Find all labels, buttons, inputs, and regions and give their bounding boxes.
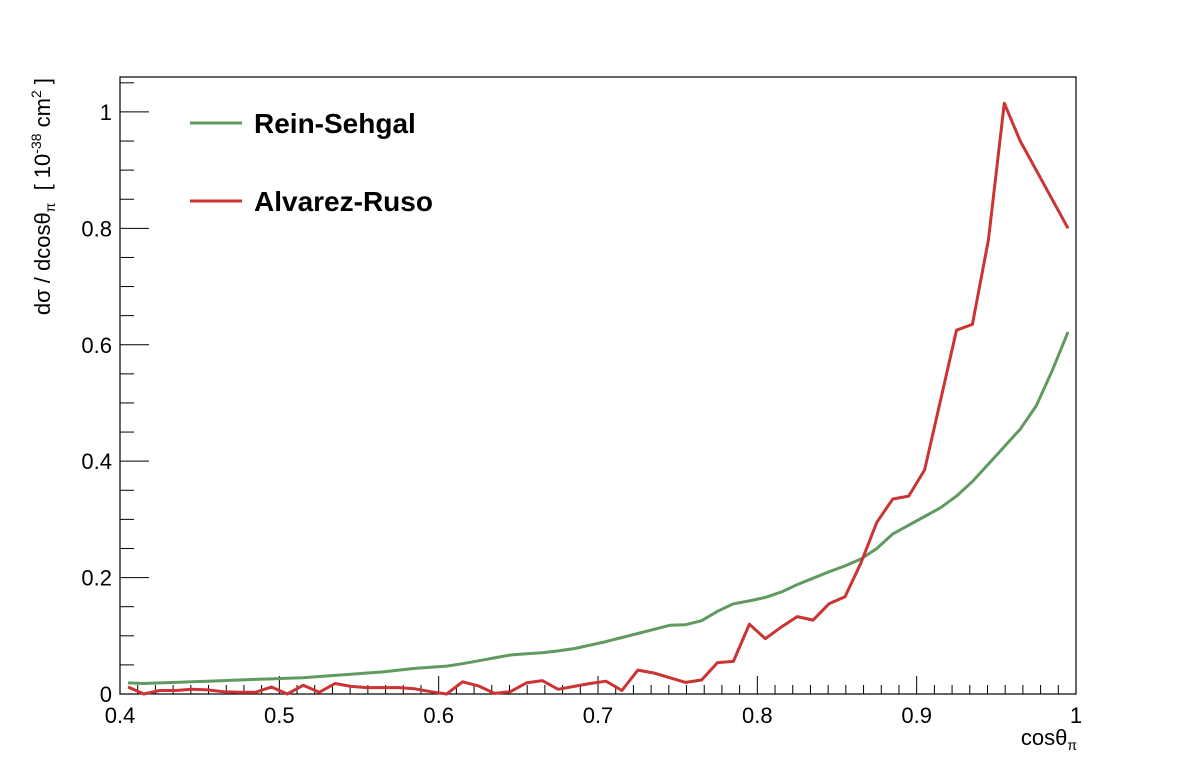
y-axis-title-exp1: -38 bbox=[28, 133, 44, 153]
y-axis-title: dσ / dcosθπ [ 10-38 cm2 ] bbox=[28, 78, 58, 315]
x-axis: 0.4 0.5 0.6 0.7 0.8 0.9 1 bbox=[105, 676, 1082, 728]
y-axis: 0 0.2 0.4 0.6 0.8 1 bbox=[81, 82, 149, 707]
y-tick-label: 1 bbox=[100, 100, 112, 125]
x-tick-label: 1 bbox=[1070, 703, 1082, 728]
y-tick-label: 0.4 bbox=[81, 449, 112, 474]
x-tick-label: 0.9 bbox=[901, 703, 932, 728]
x-tick-label: 0.8 bbox=[742, 703, 773, 728]
x-tick-label: 0.7 bbox=[583, 703, 614, 728]
y-tick-label: 0.6 bbox=[81, 333, 112, 358]
legend-label-alvarez-ruso: Alvarez-Ruso bbox=[254, 186, 433, 217]
y-tick-label: 0.2 bbox=[81, 566, 112, 591]
series-line-rein-sehgal bbox=[127, 331, 1070, 685]
y-axis-title-bracket-open: [ 10 bbox=[30, 154, 55, 203]
y-axis-title-bracket-close: ] bbox=[30, 78, 55, 90]
x-tick-label: 0.5 bbox=[264, 703, 295, 728]
series-line-alvarez-ruso bbox=[127, 101, 1070, 696]
x-tick-label: 0.4 bbox=[105, 703, 136, 728]
y-axis-title-main: dσ / dcosθ bbox=[30, 212, 55, 315]
x-axis-title-sub: π bbox=[1067, 737, 1077, 753]
x-axis-title: cosθπ bbox=[1021, 725, 1077, 753]
legend-label-rein-sehgal: Rein-Sehgal bbox=[254, 108, 416, 139]
y-axis-title-sub: π bbox=[42, 202, 58, 212]
x-tick-label: 0.6 bbox=[423, 703, 454, 728]
series-layer bbox=[127, 101, 1070, 696]
y-axis-title-unit: cm bbox=[30, 98, 55, 133]
y-axis-title-exp2: 2 bbox=[28, 90, 44, 98]
y-tick-label: 0 bbox=[100, 682, 112, 707]
x-axis-title-main: cosθ bbox=[1021, 725, 1067, 750]
legend: Rein-Sehgal Alvarez-Ruso bbox=[190, 108, 433, 217]
y-tick-label: 0.8 bbox=[81, 216, 112, 241]
